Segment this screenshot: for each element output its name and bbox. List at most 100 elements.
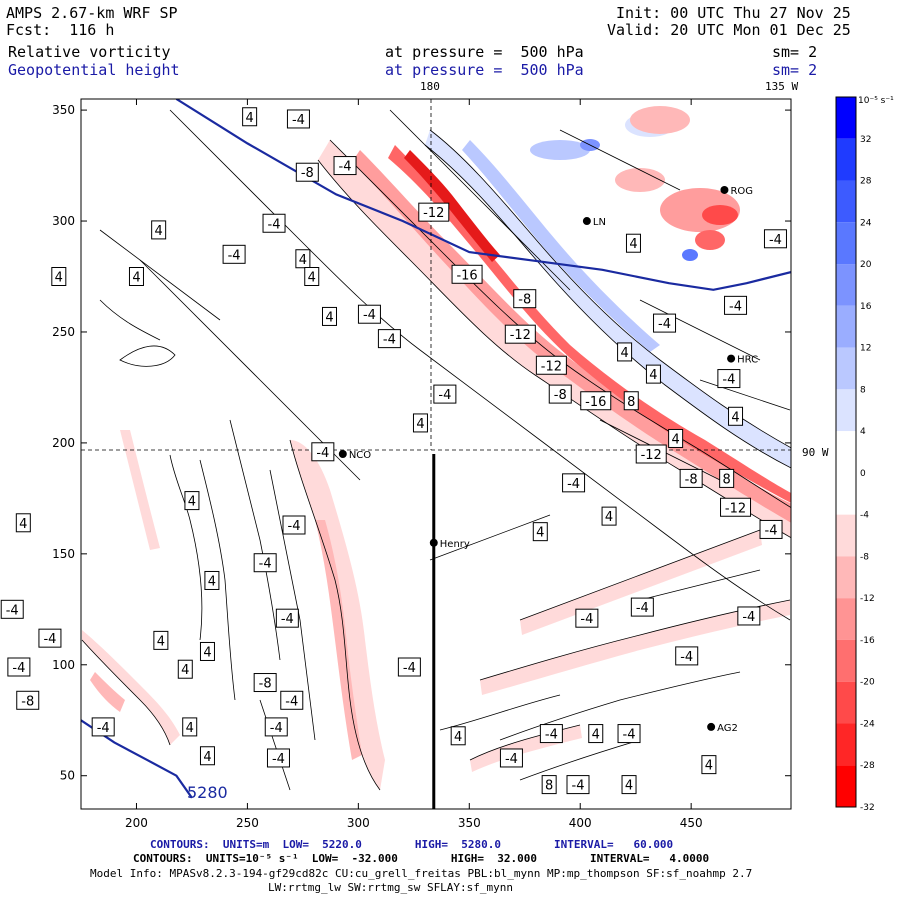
colorbar-swatch — [836, 431, 856, 473]
vorticity-label-text: -4 — [580, 612, 593, 627]
vorticity-label: -8 — [295, 162, 319, 182]
colorbar-swatch — [836, 556, 856, 599]
vorticity-label: -4 — [617, 724, 641, 744]
x-tick-label: 250 — [236, 816, 259, 830]
vorticity-label: 4 — [51, 267, 67, 286]
vorticity-label-box — [204, 570, 220, 590]
vorticity-label-text: -4 — [567, 477, 580, 492]
vorticity-label-box — [625, 233, 641, 253]
vorticity-label-box — [621, 775, 637, 795]
vorticity-label-text: -4 — [6, 603, 19, 618]
vorticity-label-box — [128, 267, 144, 286]
vorticity-label-text: -4 — [259, 557, 272, 572]
footer-physics-info: LW:rrtmg_lw SW:rrtmg_sw SFLAY:sf_mynn — [268, 881, 514, 894]
x-tick-label: 450 — [680, 816, 703, 830]
vorticity-label-box — [264, 717, 288, 737]
vorticity-label-box — [15, 513, 31, 533]
vorticity-label-box — [724, 295, 748, 315]
vorticity-label-text: -12 — [510, 328, 531, 343]
vorticity-label-text: 8 — [723, 472, 731, 487]
vorticity-label-box — [333, 156, 357, 176]
vorticity-label: 4 — [242, 107, 258, 127]
vorticity-label: -4 — [499, 748, 523, 768]
vorticity-label: -8 — [16, 690, 40, 710]
colorbar-tick-label: 32 — [860, 135, 871, 145]
vorticity-label-text: -4 — [288, 519, 301, 534]
vorticity-label-text: 4 — [203, 645, 211, 660]
vorticity-label: 4 — [128, 267, 144, 286]
colorbar-swatch — [836, 765, 856, 807]
vorticity-label-text: 4 — [649, 368, 657, 383]
vorticity-label-box — [720, 497, 752, 517]
vorticity-label: 4 — [199, 746, 215, 766]
vorticity-label-text: -4 — [769, 233, 782, 248]
vorticity-label: -4 — [253, 553, 277, 573]
field2-smoothing: sm= 2 — [772, 61, 818, 79]
vorticity-label-box — [499, 748, 523, 768]
vorticity-label-box — [16, 690, 40, 710]
vorticity-label-box — [412, 413, 428, 433]
vorticity-label-text: -16 — [456, 268, 477, 283]
vorticity-label-text: -4 — [272, 752, 285, 767]
vorticity-label-text: 4 — [625, 779, 633, 794]
vorticity-label-box — [719, 468, 735, 488]
y-tick-label: 250 — [52, 325, 75, 339]
station-label: Henry — [440, 539, 470, 550]
y-tick-label: 50 — [60, 769, 75, 783]
vorticity-label-text: 4 — [55, 271, 63, 286]
vorticity-label-text: -4 — [438, 388, 451, 403]
vorticity-label: -4 — [91, 717, 115, 737]
vorticity-label: -4 — [575, 608, 599, 628]
vorticity-label-text: 4 — [203, 750, 211, 765]
station-label: NCO — [349, 450, 371, 461]
vorticity-label-text: 4 — [325, 310, 333, 325]
vorticity-label: -4 — [724, 295, 748, 315]
vorticity-label-box — [532, 522, 548, 542]
vorticity-label-text: -4 — [339, 160, 352, 175]
colorbar-tick-label: -28 — [860, 761, 875, 771]
colorbar-swatch — [836, 305, 856, 348]
colorbar-tick-label: 20 — [860, 260, 872, 270]
colorbar-tick-label: 16 — [860, 302, 872, 312]
vorticity-label: -16 — [580, 391, 612, 411]
vorticity-label: 4 — [617, 342, 633, 362]
vorticity-label-box — [630, 597, 654, 617]
y-axis: 50 100 150 200 250 300 350 — [52, 103, 791, 783]
colorbar-swatch — [836, 389, 856, 432]
vorticity-label-box — [450, 726, 466, 746]
field1-smoothing: sm= 2 — [772, 43, 818, 61]
vorticity-label: 4 — [204, 570, 220, 590]
vorticity-label-box — [38, 628, 62, 648]
vorticity-label-box — [304, 267, 320, 286]
vorticity-label: -4 — [377, 329, 401, 349]
vorticity-label-text: -12 — [423, 206, 444, 221]
vorticity-label-box — [182, 717, 198, 737]
vorticity-label-box — [580, 391, 612, 411]
vorticity-label: -4 — [311, 442, 335, 462]
vorticity-label: -4 — [38, 628, 62, 648]
colorbar-frame — [835, 96, 857, 808]
colorbar-tick-label: 8 — [860, 385, 866, 395]
vorticity-label-box — [504, 324, 536, 344]
vorticity-label-text: 4 — [245, 111, 253, 126]
vorticity-label-text: 4 — [620, 346, 628, 361]
vorticity-label-box — [541, 775, 557, 795]
vorticity-label-box — [242, 107, 258, 127]
vorticity-label-box — [623, 391, 639, 411]
vorticity-label-layer: 4 -4-4-8-124 -44-44 4 4 -16-84 -4-12-4-12-8 -16… — [0, 107, 787, 795]
colorbar-tick-label: -32 — [860, 803, 875, 813]
vorticity-label-text: 8 — [545, 779, 553, 794]
vorticity-label-text: -4 — [765, 523, 778, 538]
station-marker — [582, 217, 591, 226]
field1-name: Relative vorticity — [8, 43, 171, 61]
vorticity-label-box — [253, 673, 277, 693]
vorticity-label-box — [728, 406, 744, 426]
vorticity-label-box — [418, 202, 450, 222]
vorticity-label: -8 — [513, 289, 537, 309]
vorticity-label-box — [286, 109, 310, 129]
vorticity-label: -4 — [7, 657, 31, 677]
vorticity-label: -4 — [433, 384, 457, 404]
station-marker — [338, 450, 347, 458]
vorticity-label-box — [184, 491, 200, 511]
vorticity-label-box — [635, 444, 667, 464]
